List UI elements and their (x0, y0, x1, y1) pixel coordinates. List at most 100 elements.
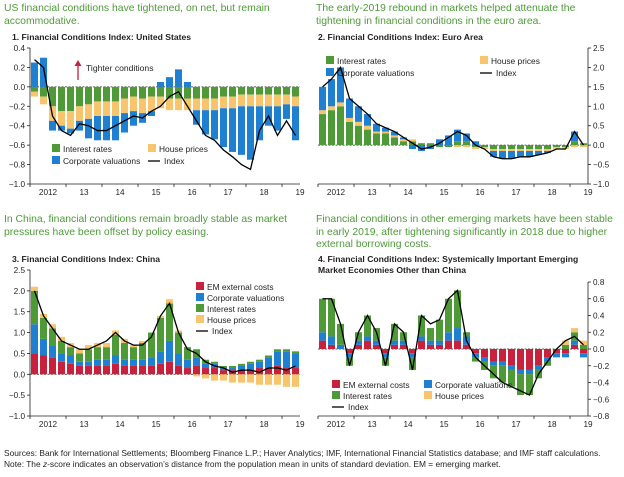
panel-3-bar-house-prices (30, 286, 39, 291)
panel-3-bar-interest-rates (129, 347, 138, 360)
panel-2-bar-corporate-valuations (336, 67, 345, 103)
panel-4-bar-corporate-valuations (372, 340, 381, 345)
panel-4-bar-corporate-valuations (516, 369, 525, 375)
panel-2-bar-corporate-valuations (462, 133, 471, 142)
panel-1-bar-corporate-valuations (228, 108, 237, 152)
panel-4-bar-corporate-valuations (498, 361, 507, 366)
note-rest: -score indicates an observation’s distan… (47, 459, 501, 469)
panel-2-x-tick-label: 15 (439, 188, 449, 197)
panel-3-x-tick-label: 2012 (39, 420, 58, 429)
panel-3-bar-corporate-valuations (30, 324, 39, 354)
panel-3-bar-corporate-valuations (129, 359, 138, 366)
panel-3-bar-em-external-costs (66, 363, 75, 375)
panel-4-bar-em-external-costs (534, 349, 543, 366)
panel-1-bar-corporate-valuations (111, 116, 120, 141)
panel-3-bar-interest-rates (282, 349, 291, 352)
panel-3-bar-em-external-costs (282, 368, 291, 375)
note-prefix: Note: The (4, 459, 43, 469)
panel-2-legend-label: Interest rates (337, 56, 386, 66)
panel-3-bar-interest-rates (102, 347, 111, 360)
panel-4-legend-label: Interest rates (343, 391, 392, 401)
panel-2-bar-corporate-valuations (327, 79, 336, 107)
panel-4-x-tick-label: 14 (403, 420, 413, 429)
panel-3-bar-em-external-costs (291, 368, 300, 375)
panel-4-bar-interest-rates (453, 290, 462, 329)
panel-3-legend-swatch-house-prices (196, 315, 204, 323)
panel-2-bar-interest-rates (480, 145, 489, 148)
panel-1-bar-interest-rates (201, 86, 210, 99)
panel-1-bar-interest-rates (111, 86, 120, 102)
panel-1-legend-swatch-corporate-valuations (52, 156, 60, 164)
panel-4-bar-corporate-valuations (381, 353, 390, 358)
panel-1-x-tick-label: 19 (295, 188, 305, 197)
panel-4-y-tick-label: −0.2 (593, 362, 610, 371)
panel-3-bar-interest-rates (93, 347, 102, 360)
panel-1-bar-interest-rates (84, 86, 93, 105)
panel-3-x-tick-label: 18 (259, 420, 269, 429)
panel-1-bar-house-prices (129, 96, 138, 112)
panel-2-index-line (322, 66, 585, 160)
footer: Sources: Bank for International Settleme… (4, 448, 620, 470)
panel-1-bar-interest-rates (210, 86, 219, 99)
panel-4-bar-house-prices (570, 328, 579, 333)
panel-4-x-tick-label: 17 (511, 420, 521, 429)
panel-1-y-tick-label: 0.2 (14, 63, 26, 72)
panel-3-bar-interest-rates (84, 349, 93, 362)
panel-2-bar-interest-rates (543, 145, 552, 150)
sources-note: Sources: Bank for International Settleme… (4, 448, 601, 458)
panel-3-x-tick-label: 19 (295, 420, 305, 429)
panel-3-bar-em-external-costs (39, 355, 48, 375)
panel-2-bar-interest-rates (570, 141, 579, 146)
panel-4-bar-interest-rates (327, 298, 336, 337)
panel-4-bar-em-external-costs (471, 349, 480, 354)
panel-3-bar-interest-rates (264, 355, 273, 358)
panel-2-bar-house-prices (480, 147, 489, 150)
panel-3-legend-swatch-interest-rates (196, 304, 204, 312)
panel-3-bar-house-prices (246, 374, 255, 383)
panel-1-legend-swatch-interest-rates (52, 144, 60, 152)
panel-3-bar-corporate-valuations (84, 361, 93, 366)
panel-4-bar-interest-rates (444, 298, 453, 333)
panel-2-bar-interest-rates (516, 145, 525, 150)
panel-3-bar-interest-rates (291, 351, 300, 354)
panel-3-bar-em-external-costs (174, 365, 183, 375)
caption-other-em: Financial conditions in other emerging m… (316, 214, 613, 250)
panel-4-bar-em-external-costs (372, 344, 381, 349)
panel-4-bar-corporate-valuations (363, 336, 372, 341)
panel-3-x-tick-label: 16 (187, 420, 197, 429)
panel-1-bar-interest-rates (192, 86, 201, 99)
panel-3-index-line (33, 290, 296, 373)
panel-4-bar-em-external-costs (408, 349, 417, 354)
panel-4-x-tick-label: 2012 (327, 420, 346, 429)
panel-1-bar-house-prices (66, 111, 75, 129)
panel-3-y-tick-label: −1.0 (9, 412, 26, 421)
panel-3-bar-corporate-valuations (165, 340, 174, 362)
panel-3-bar-corporate-valuations (255, 361, 264, 369)
panel-3-y-tick-label: 1.5 (14, 308, 26, 317)
panel-1-bar-corporate-valuations (246, 106, 255, 160)
panel-4-bar-corporate-valuations (417, 336, 426, 341)
panel-4-bar-interest-rates (381, 357, 390, 366)
panel-3-bar-corporate-valuations (111, 355, 120, 364)
panel-3-bar-em-external-costs (111, 363, 120, 375)
panel-2-bar-corporate-valuations (399, 137, 408, 140)
panel-3-title: 3. Financial Conditions Index: China (12, 254, 160, 264)
panel-2-bar-corporate-valuations (543, 150, 552, 153)
panel-2-bar-corporate-valuations (507, 150, 516, 159)
panel-2-bar-interest-rates (525, 145, 534, 150)
panel-4-bar-interest-rates (417, 315, 426, 337)
panel-1-bar-house-prices (165, 98, 174, 111)
panel-1-x-tick-label: 18 (259, 188, 269, 197)
panel-1-bar-corporate-valuations (237, 106, 246, 155)
panel-3-bar-corporate-valuations (102, 359, 111, 366)
panel-2-bar-house-prices (516, 149, 525, 151)
panel-4-y-tick-label: 0.6 (593, 295, 605, 304)
panel-2-x-tick-label: 19 (583, 188, 593, 197)
panel-2-bar-house-prices (336, 102, 345, 107)
panel-1-legend-label: Interest rates (63, 144, 112, 154)
panel-1-bar-interest-rates (66, 86, 75, 112)
panel-3-bar-corporate-valuations (282, 351, 291, 369)
panel-4-bar-corporate-valuations (480, 357, 489, 362)
panel-4-bar-em-external-costs (426, 344, 435, 349)
panel-3-bar-house-prices (255, 374, 264, 385)
